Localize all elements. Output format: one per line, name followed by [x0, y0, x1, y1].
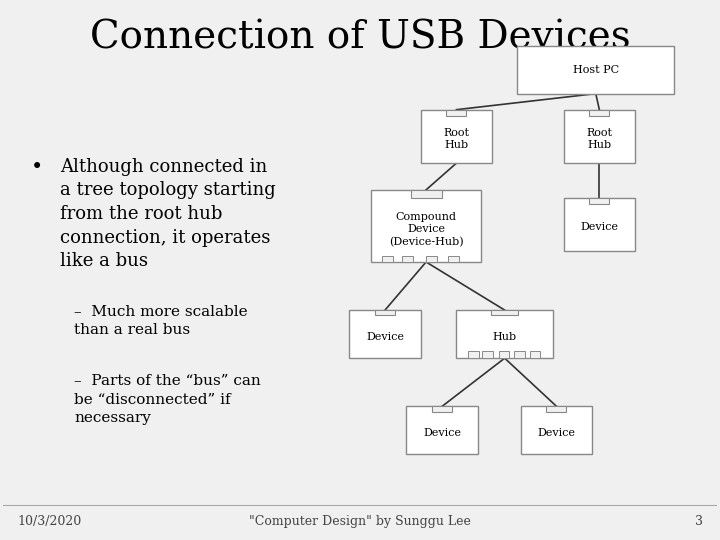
Text: Compound
Device
(Device-Hub): Compound Device (Device-Hub)	[389, 212, 464, 247]
Text: 10/3/2020: 10/3/2020	[17, 515, 81, 528]
Text: –  Parts of the “bus” can
be “disconnected” if
necessary: – Parts of the “bus” can be “disconnecte…	[74, 374, 261, 425]
Bar	[590, 110, 609, 116]
Text: Hub: Hub	[492, 332, 517, 341]
Text: Although connected in
a tree topology starting
from the root hub
connection, it : Although connected in a tree topology st…	[60, 158, 276, 270]
FancyBboxPatch shape	[456, 310, 553, 358]
Text: Device: Device	[366, 332, 404, 341]
FancyBboxPatch shape	[371, 190, 482, 262]
Bar	[468, 352, 479, 358]
Text: Root
Hub: Root Hub	[444, 128, 469, 150]
Text: 3: 3	[695, 515, 703, 528]
Bar	[499, 352, 510, 358]
Bar	[590, 198, 609, 204]
FancyBboxPatch shape	[349, 310, 420, 358]
Bar	[402, 256, 413, 262]
Bar	[432, 406, 452, 411]
Text: Connection of USB Devices: Connection of USB Devices	[90, 19, 630, 56]
Text: Device: Device	[580, 222, 618, 232]
Bar	[449, 256, 459, 262]
Bar	[530, 352, 541, 358]
Text: –  Much more scalable
than a real bus: – Much more scalable than a real bus	[74, 305, 248, 337]
Text: Host PC: Host PC	[572, 65, 618, 75]
FancyBboxPatch shape	[420, 110, 492, 163]
FancyBboxPatch shape	[517, 45, 675, 93]
Bar	[382, 256, 393, 262]
Bar	[514, 352, 525, 358]
Text: Device: Device	[423, 428, 462, 438]
Text: Device: Device	[537, 428, 575, 438]
Text: •: •	[32, 158, 44, 177]
FancyBboxPatch shape	[564, 198, 635, 251]
Bar	[375, 310, 395, 315]
Bar	[446, 110, 467, 116]
FancyBboxPatch shape	[406, 406, 478, 454]
FancyBboxPatch shape	[521, 406, 592, 454]
Text: Root
Hub: Root Hub	[586, 128, 612, 150]
Bar	[546, 406, 567, 411]
Bar	[410, 190, 441, 198]
Bar	[491, 310, 518, 315]
Bar	[426, 256, 437, 262]
FancyBboxPatch shape	[564, 110, 635, 163]
Bar	[482, 352, 493, 358]
Text: "Computer Design" by Sunggu Lee: "Computer Design" by Sunggu Lee	[249, 515, 471, 528]
